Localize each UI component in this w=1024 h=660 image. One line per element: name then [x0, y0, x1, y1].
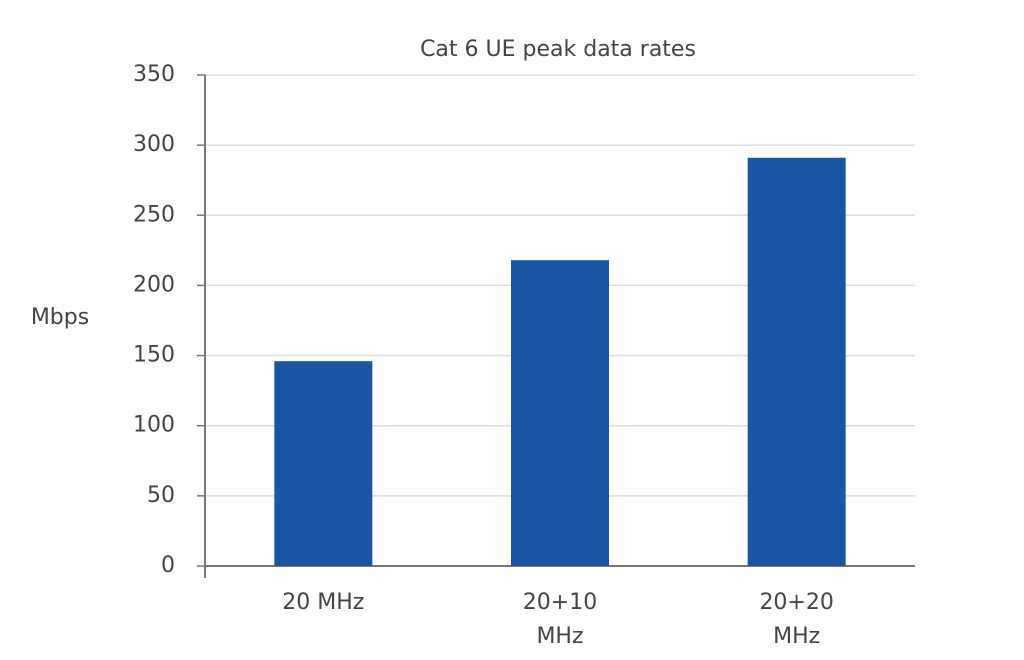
bar [511, 260, 609, 566]
x-tick-label: 20+10 MHz [522, 590, 598, 649]
y-tick-label: 350 [133, 62, 175, 87]
y-tick-label: 250 [133, 202, 175, 227]
chart-title: Cat 6 UE peak data rates [420, 37, 696, 62]
x-tick-label: 20 MHz [282, 590, 365, 615]
y-tick-label: 100 [133, 413, 175, 438]
y-tick-label: 200 [133, 272, 175, 297]
bar [747, 157, 846, 567]
y-tick-label: 150 [133, 343, 175, 368]
y-tick-label: 0 [161, 553, 175, 578]
y-tick-label: 300 [133, 132, 175, 157]
x-tick-label: 20+20 MHz [759, 590, 834, 649]
y-tick-label: 50 [147, 483, 175, 508]
bar [274, 361, 373, 566]
y-axis-label: Mbps [31, 305, 89, 330]
